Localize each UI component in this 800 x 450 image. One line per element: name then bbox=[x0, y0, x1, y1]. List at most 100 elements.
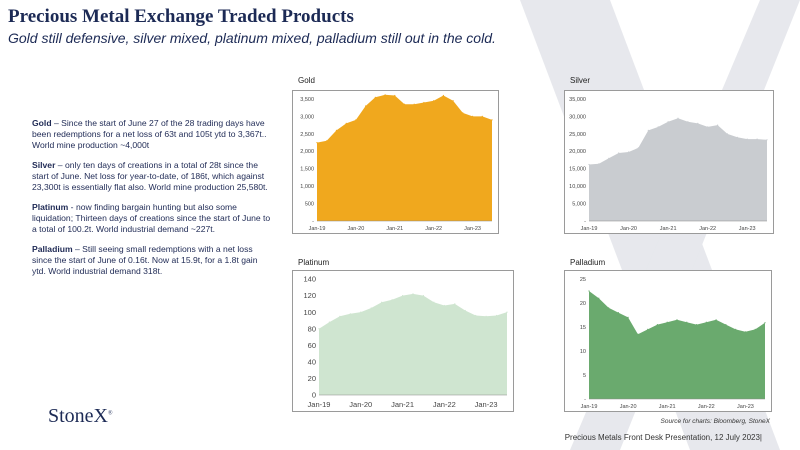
platinum-point bbox=[391, 299, 393, 301]
palladium-xtick-label: Jan-21 bbox=[659, 404, 676, 410]
palladium-point bbox=[656, 324, 658, 326]
gold-point bbox=[326, 140, 328, 142]
palladium-ytick-label: 10 bbox=[580, 349, 586, 355]
gold-ytick-label: - bbox=[312, 219, 314, 225]
palladium-area bbox=[589, 291, 765, 399]
note-text: Since the start of June 27 of the 28 tra… bbox=[32, 118, 267, 150]
note-platinum: Platinum - now finding bargain hunting b… bbox=[32, 202, 272, 235]
silver-xtick-label: Jan-20 bbox=[620, 226, 637, 232]
palladium-point bbox=[744, 331, 746, 333]
palladium-point bbox=[705, 321, 707, 323]
gold-ytick-label: 3,500 bbox=[300, 97, 314, 103]
gold-point bbox=[384, 94, 386, 96]
platinum-ytick-label: 0 bbox=[312, 391, 316, 400]
note-text: Still seeing small redemptions with a ne… bbox=[32, 244, 258, 276]
palladium-point bbox=[754, 328, 756, 330]
gold-point bbox=[374, 96, 376, 98]
platinum-point bbox=[506, 311, 508, 313]
footer-text: Precious Metals Front Desk Presentation,… bbox=[564, 433, 762, 442]
gold-xtick-label: Jan-19 bbox=[309, 226, 326, 232]
silver-point bbox=[667, 121, 669, 123]
platinum-point bbox=[464, 309, 466, 312]
platinum-ytick-label: 40 bbox=[308, 357, 316, 366]
platinum-point bbox=[433, 301, 435, 303]
palladium-ytick-label: 5 bbox=[583, 373, 586, 379]
palladium-point bbox=[725, 324, 727, 326]
silver-point bbox=[756, 138, 758, 140]
note-metal: Gold bbox=[32, 118, 52, 128]
chart-title-platinum: Platinum bbox=[298, 258, 330, 267]
palladium-point bbox=[627, 316, 629, 318]
silver-xtick-label: Jan-22 bbox=[699, 226, 716, 232]
silver-ytick-label: 15,000 bbox=[569, 167, 586, 173]
platinum-ytick-label: 20 bbox=[308, 374, 316, 383]
stonex-logo: StoneX® bbox=[48, 405, 113, 428]
silver-ytick-label: 20,000 bbox=[569, 149, 586, 155]
silver-point bbox=[697, 122, 699, 124]
chart-gold: - 500 1,000 1,500 2,000 2,500 3,000 3,500 Jan-19… bbox=[292, 90, 499, 234]
silver-ytick-label: 25,000 bbox=[569, 132, 586, 138]
palladium-point bbox=[686, 321, 688, 323]
note-metal: Palladium bbox=[32, 244, 73, 254]
gold-point bbox=[394, 94, 396, 97]
palladium-xtick-label: Jan-23 bbox=[737, 404, 754, 410]
note-silver: Silver – only ten days of creations in a… bbox=[32, 160, 272, 193]
silver-point bbox=[717, 124, 719, 126]
silver-ytick-label: 30,000 bbox=[569, 114, 586, 120]
silver-xtick-label: Jan-19 bbox=[581, 226, 598, 232]
gold-point bbox=[462, 112, 464, 114]
silver-ytick-label: 5,000 bbox=[572, 201, 586, 207]
silver-xtick-label: Jan-23 bbox=[739, 226, 756, 232]
gold-point bbox=[433, 100, 435, 102]
silver-point bbox=[687, 121, 689, 123]
platinum-point bbox=[485, 315, 487, 317]
silver-point bbox=[637, 147, 639, 149]
palladium-xtick-label: Jan-19 bbox=[581, 404, 598, 410]
palladium-point bbox=[715, 319, 717, 321]
silver-point bbox=[677, 117, 679, 119]
platinum-ytick-label: 80 bbox=[308, 324, 316, 333]
gold-xtick-label: Jan-23 bbox=[464, 226, 481, 232]
commentary: Gold – Since the start of June 27 of the… bbox=[32, 118, 272, 286]
gold-point bbox=[365, 105, 367, 107]
silver-point bbox=[618, 152, 620, 154]
page-title: Precious Metal Exchange Traded Products bbox=[8, 6, 354, 27]
note-metal: Platinum bbox=[32, 202, 69, 212]
gold-point bbox=[413, 103, 415, 105]
platinum-point bbox=[370, 307, 372, 309]
palladium-point bbox=[617, 312, 619, 314]
gold-point bbox=[442, 94, 444, 97]
platinum-point bbox=[443, 304, 445, 307]
platinum-area bbox=[319, 293, 507, 395]
gold-point bbox=[335, 129, 337, 131]
silver-point bbox=[608, 157, 610, 159]
platinum-point bbox=[402, 295, 404, 297]
palladium-ytick-label: - bbox=[584, 397, 586, 403]
gold-point bbox=[345, 122, 347, 124]
silver-ytick-label: - bbox=[584, 219, 586, 225]
logo-text: StoneX bbox=[48, 405, 108, 427]
platinum-point bbox=[454, 303, 456, 305]
gold-ytick-label: 1,000 bbox=[300, 184, 314, 190]
note-text: now finding bargain hunting but also som… bbox=[32, 202, 271, 234]
silver-point bbox=[736, 136, 738, 138]
gold-ytick-label: 500 bbox=[305, 201, 314, 207]
platinum-xtick-label: Jan-21 bbox=[391, 400, 414, 409]
platinum-point bbox=[360, 311, 362, 313]
chart-palladium-svg: - 5 10 15 20 25 Jan-19 Jan-20 Jan-21 Jan-22 Jan-23 bbox=[580, 277, 766, 410]
platinum-point bbox=[349, 313, 351, 315]
palladium-point bbox=[598, 297, 600, 299]
gold-xtick-label: Jan-22 bbox=[425, 226, 442, 232]
platinum-point bbox=[381, 301, 383, 303]
gold-ytick-label: 1,500 bbox=[300, 167, 314, 173]
gold-point bbox=[472, 115, 474, 117]
gold-ytick-label: 2,500 bbox=[300, 132, 314, 138]
note-sep: - bbox=[68, 202, 76, 212]
platinum-point bbox=[422, 295, 424, 297]
silver-xtick-label: Jan-21 bbox=[660, 226, 677, 232]
silver-area bbox=[589, 118, 767, 221]
gold-ytick-label: 3,000 bbox=[300, 114, 314, 120]
silver-point bbox=[657, 126, 659, 128]
gold-xtick-label: Jan-21 bbox=[386, 226, 403, 232]
